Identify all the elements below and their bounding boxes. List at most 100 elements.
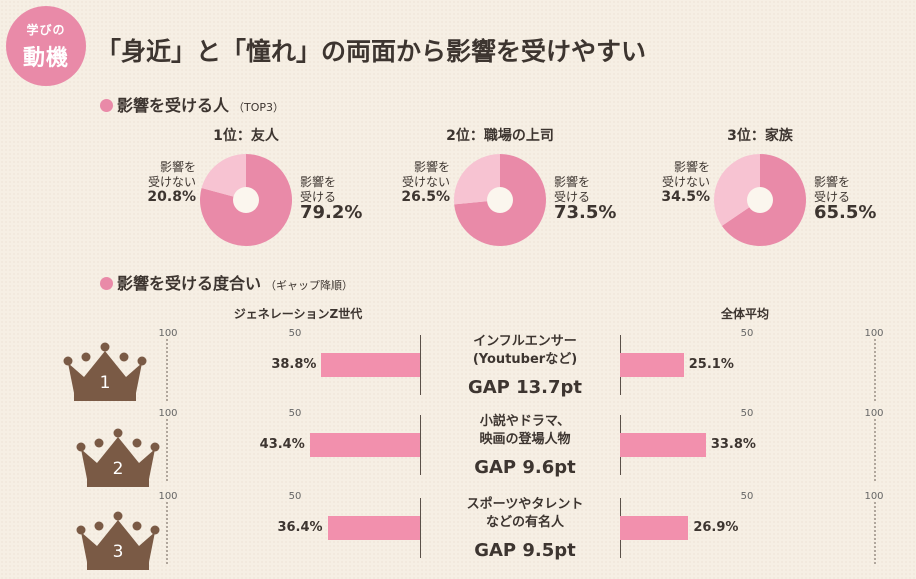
column-header-genz: ジェネレーションZ世代 bbox=[233, 307, 363, 321]
gap-label: GAP 9.5pt bbox=[474, 540, 576, 561]
crown-ball bbox=[94, 521, 104, 531]
crown-base bbox=[74, 393, 136, 401]
pie-slice-no bbox=[714, 154, 760, 226]
bar-genz bbox=[327, 516, 420, 540]
crown-ball bbox=[119, 352, 129, 362]
pie-title: 1位：友人 bbox=[213, 128, 279, 144]
donut-chart bbox=[454, 154, 546, 246]
gridline-100 bbox=[166, 339, 168, 401]
tick-50-right: 50 bbox=[740, 408, 754, 419]
crown-body bbox=[68, 351, 142, 393]
gridline-100 bbox=[166, 502, 168, 564]
crown-ball bbox=[94, 438, 104, 448]
pie-label-yes: 影響を 受ける 65.5% bbox=[814, 175, 877, 223]
section1-title: 影響を受ける人 bbox=[117, 96, 230, 115]
crown-rank: 2 bbox=[113, 459, 124, 479]
axis-line-left bbox=[420, 415, 421, 475]
pie-label-yes: 影響を 受ける 79.2% bbox=[300, 175, 363, 223]
category-label: スポーツやタレント などの有名人 bbox=[466, 497, 584, 530]
column-header-average: 全体平均 bbox=[720, 307, 770, 321]
bar-label-average: 25.1% bbox=[688, 357, 734, 372]
crown-base bbox=[87, 562, 149, 570]
tick-50-left: 50 bbox=[288, 408, 302, 419]
crown-body bbox=[81, 520, 155, 562]
pie-label-no-text: 影響を 受けない bbox=[401, 160, 450, 189]
crown-ball bbox=[76, 525, 86, 535]
pie-label-no: 影響を 受けない 20.8% bbox=[122, 160, 196, 205]
pie-label-yes: 影響を 受ける 73.5% bbox=[554, 175, 617, 223]
crown-icon: 3 bbox=[76, 511, 160, 570]
pie-value-yes: 65.5% bbox=[814, 202, 877, 223]
tick-50-left: 50 bbox=[288, 328, 302, 339]
section-title-people: 影響を受ける人 （TOP3） bbox=[100, 92, 284, 116]
gap-label: GAP 9.6pt bbox=[474, 457, 576, 478]
tick-50-left: 50 bbox=[288, 491, 302, 502]
pink-dot-icon bbox=[100, 99, 113, 112]
crown-icon: 1 bbox=[63, 342, 147, 401]
crown-ball bbox=[76, 442, 86, 452]
bar-average bbox=[620, 433, 706, 457]
crown-ball bbox=[100, 342, 110, 352]
pie-value-no: 26.5% bbox=[401, 189, 450, 205]
crown-ball bbox=[113, 511, 123, 521]
crown-ball bbox=[113, 428, 123, 438]
pie-value-yes: 79.2% bbox=[300, 202, 363, 223]
tick-100-right: 100 bbox=[864, 328, 884, 339]
pie-label-no: 影響を 受けない 34.5% bbox=[636, 160, 710, 205]
section2-sub: （ギャップ降順） bbox=[265, 279, 354, 292]
crown-ball bbox=[81, 352, 91, 362]
tick-100-right: 100 bbox=[864, 408, 884, 419]
category-label: 小説やドラマ、 映画の登場人物 bbox=[479, 414, 571, 447]
tick-100-left: 100 bbox=[158, 328, 178, 339]
donut-hole bbox=[487, 187, 513, 213]
tick-100-left: 100 bbox=[158, 408, 178, 419]
crown-ball bbox=[63, 356, 73, 366]
gridline-100 bbox=[874, 502, 876, 564]
gridline-100 bbox=[874, 339, 876, 401]
category-label: インフルエンサー (Youtuberなど) bbox=[472, 334, 578, 367]
gridline-100 bbox=[874, 419, 876, 481]
section2-title: 影響を受ける度合い bbox=[117, 274, 262, 293]
gap-label: GAP 13.7pt bbox=[467, 377, 583, 398]
crown-ball bbox=[137, 356, 147, 366]
pie-slice-no bbox=[454, 154, 500, 205]
pie-title: 3位：家族 bbox=[727, 128, 793, 144]
crown-icon: 2 bbox=[76, 428, 160, 487]
crown-rank: 1 bbox=[100, 373, 111, 393]
section1-sub: （TOP3） bbox=[233, 101, 285, 114]
pie-label-no-text: 影響を 受けない bbox=[661, 160, 710, 189]
tick-50-right: 50 bbox=[740, 328, 754, 339]
tick-100-left: 100 bbox=[158, 491, 178, 502]
donut-chart bbox=[714, 154, 806, 246]
bar-average bbox=[620, 516, 689, 540]
crown-ball bbox=[132, 438, 142, 448]
bar-label-genz: 36.4% bbox=[277, 520, 323, 535]
crown-ball bbox=[150, 525, 160, 535]
donut-chart bbox=[200, 154, 292, 246]
pie-slice-no bbox=[201, 154, 246, 200]
badge-line1: 学びの bbox=[26, 23, 66, 37]
pie-label-yes-text: 影響を 受ける bbox=[300, 175, 337, 204]
pie-label-yes-text: 影響を 受ける bbox=[814, 175, 851, 204]
donut-hole bbox=[747, 187, 773, 213]
axis-line-left bbox=[420, 498, 421, 558]
pie-value-yes: 73.5% bbox=[554, 202, 617, 223]
gridline-100 bbox=[166, 419, 168, 481]
bar-genz bbox=[321, 353, 420, 377]
pink-dot-icon bbox=[100, 277, 113, 290]
donut-hole bbox=[233, 187, 259, 213]
bar-label-average: 26.9% bbox=[693, 520, 739, 535]
pie-value-no: 34.5% bbox=[661, 189, 710, 205]
tick-50-right: 50 bbox=[740, 491, 754, 502]
badge-line2: 動機 bbox=[22, 46, 69, 71]
bar-label-genz: 43.4% bbox=[259, 437, 305, 452]
pie-label-no-text: 影響を 受けない bbox=[147, 160, 196, 189]
headline: 「身近」と「憧れ」の両面から影響を受けやすい bbox=[96, 37, 647, 66]
bar-genz bbox=[309, 433, 420, 457]
section-title-degree: 影響を受ける度合い （ギャップ降順） bbox=[100, 270, 353, 294]
bar-label-genz: 38.8% bbox=[271, 357, 317, 372]
bar-average bbox=[620, 353, 684, 377]
axis-line-left bbox=[420, 335, 421, 395]
tick-100-right: 100 bbox=[864, 491, 884, 502]
crown-body bbox=[81, 437, 155, 479]
